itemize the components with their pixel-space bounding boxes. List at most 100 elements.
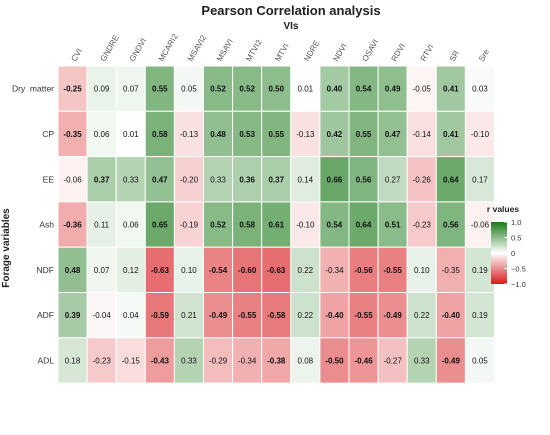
cell-value-label: 0.54 xyxy=(327,221,343,230)
cell-value-label: 0.50 xyxy=(268,85,284,94)
cell-value-label: -0.63 xyxy=(267,266,286,275)
heatmap-cell xyxy=(203,292,234,339)
heatmap-cell xyxy=(86,201,117,248)
heatmap-cell xyxy=(203,110,234,158)
legend-tick-label: 0 xyxy=(511,249,515,258)
legend-tick-label: 1.0 xyxy=(511,218,521,227)
heatmap-cell xyxy=(377,65,408,112)
heatmap-cell xyxy=(203,246,234,293)
cell-value-label: -0.04 xyxy=(93,311,112,320)
heatmap-cell xyxy=(377,337,408,384)
cell-value-label: -0.38 xyxy=(267,356,286,365)
row-label: CP xyxy=(42,129,54,139)
heatmap-cell xyxy=(57,292,88,339)
heatmap-cell xyxy=(377,110,408,158)
heatmap-cell xyxy=(203,337,234,384)
cell-value-label: 0.33 xyxy=(414,356,430,365)
heatmap-cell xyxy=(203,156,234,203)
cell-value-label: 0.06 xyxy=(123,221,139,230)
cell-value-label: 0.22 xyxy=(298,311,314,320)
column-label: MTVI2 xyxy=(244,38,264,63)
heatmap-cell xyxy=(319,201,350,248)
heatmap-cell xyxy=(115,110,146,158)
row-label: ADL xyxy=(37,355,54,365)
legend-tick-label: −1.0 xyxy=(511,280,526,289)
heatmap-cell xyxy=(203,65,234,112)
legend-tick-label: 0.5 xyxy=(511,234,521,243)
heatmap-cell xyxy=(261,65,292,112)
legend-colorbar xyxy=(491,222,507,284)
cell-value-label: 0.22 xyxy=(414,311,430,320)
cell-value-label: -0.43 xyxy=(151,356,170,365)
heatmap-cell xyxy=(464,337,495,384)
heatmap-cell xyxy=(435,337,466,384)
cell-value-label: -0.20 xyxy=(180,175,199,184)
heatmap-cell xyxy=(144,110,175,158)
heatmap-cell xyxy=(435,201,466,248)
cell-value-label: -0.35 xyxy=(442,266,461,275)
cell-value-label: -0.06 xyxy=(471,221,490,230)
heatmap-cell xyxy=(232,246,263,293)
heatmap-cell xyxy=(406,246,437,293)
heatmap-cell xyxy=(377,292,408,339)
y-axis-title: Forage variables xyxy=(1,208,12,288)
heatmap-cell xyxy=(464,292,495,339)
heatmap-cell xyxy=(464,110,495,158)
cell-value-label: -0.36 xyxy=(63,221,82,230)
cell-value-label: 0.27 xyxy=(385,175,401,184)
x-axis-title: VIs xyxy=(283,21,298,32)
cell-value-label: 0.64 xyxy=(443,175,459,184)
heatmap-cell xyxy=(144,246,175,293)
cell-value-label: -0.46 xyxy=(354,356,373,365)
cell-value-label: 0.37 xyxy=(94,175,110,184)
cell-value-label: 0.52 xyxy=(210,85,226,94)
cell-value-label: 0.41 xyxy=(443,130,459,139)
cell-value-label: -0.29 xyxy=(209,356,228,365)
cell-value-label: 0.21 xyxy=(181,311,197,320)
heatmap-cell xyxy=(319,65,350,112)
column-label: MSAVI xyxy=(215,37,235,63)
cell-value-label: 0.11 xyxy=(94,221,110,230)
heatmap-cell xyxy=(144,337,175,384)
cell-value-label: -0.55 xyxy=(354,311,373,320)
cell-value-label: 0.58 xyxy=(152,130,168,139)
heatmap-cell xyxy=(261,337,292,384)
cell-value-label: 0.10 xyxy=(414,266,430,275)
cell-value-label: -0.55 xyxy=(238,311,257,320)
cell-value-label: 0.12 xyxy=(123,266,139,275)
heatmap-cell xyxy=(115,337,146,384)
cell-value-label: 0.33 xyxy=(123,175,139,184)
heatmap-cell xyxy=(261,110,292,158)
heatmap-cell xyxy=(173,337,204,384)
column-label: OSAVI xyxy=(360,38,380,63)
heatmap-cell xyxy=(115,292,146,339)
legend-tick-label: −0.5 xyxy=(511,265,526,274)
cell-value-label: 0.52 xyxy=(239,85,255,94)
cell-value-label: 0.48 xyxy=(210,130,226,139)
cell-value-label: -0.34 xyxy=(325,266,344,275)
cell-value-label: 0.19 xyxy=(472,311,488,320)
column-label: MTVI xyxy=(273,42,290,63)
cell-value-label: 0.09 xyxy=(94,85,110,94)
cell-value-label: -0.10 xyxy=(471,130,490,139)
heatmap-cell xyxy=(86,337,117,384)
column-label: MSAVI2 xyxy=(186,33,208,63)
heatmap-cell xyxy=(232,156,263,203)
heatmap-cell xyxy=(435,246,466,293)
heatmap-cell xyxy=(290,246,321,293)
cell-value-label: -0.23 xyxy=(413,221,432,230)
cell-value-label: -0.10 xyxy=(296,221,315,230)
row-label: NDF xyxy=(37,265,54,275)
column-label: RTVI xyxy=(419,43,436,63)
cell-value-label: -0.05 xyxy=(413,85,432,94)
cell-value-label: -0.40 xyxy=(442,311,461,320)
cell-value-label: 0.52 xyxy=(210,221,226,230)
heatmap-cell xyxy=(290,292,321,339)
heatmap-cell xyxy=(377,156,408,203)
cell-value-label: 0.05 xyxy=(181,85,197,94)
cell-value-label: 0.10 xyxy=(181,266,197,275)
cell-value-label: 0.65 xyxy=(152,221,168,230)
heatmap-cell xyxy=(261,246,292,293)
cell-value-label: -0.54 xyxy=(209,266,228,275)
